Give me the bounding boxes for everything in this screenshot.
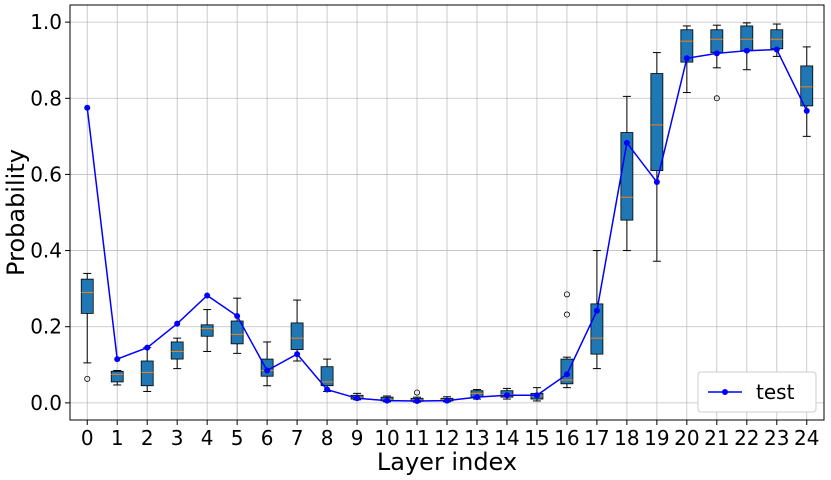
x-tick-label: 20 bbox=[674, 426, 699, 450]
box-layer-4 bbox=[200, 309, 214, 352]
y-tick-label: 0.8 bbox=[30, 86, 62, 110]
box-layer-7 bbox=[290, 299, 304, 362]
box-layer-18 bbox=[620, 95, 634, 252]
series-point bbox=[114, 356, 121, 363]
box-layer-20 bbox=[680, 25, 694, 94]
x-tick-label: 3 bbox=[171, 426, 184, 450]
x-axis-title: Layer index bbox=[377, 448, 517, 476]
box-body bbox=[650, 73, 664, 172]
x-tick-label: 6 bbox=[261, 426, 274, 450]
x-tick-label: 12 bbox=[434, 426, 459, 450]
x-tick-label: 14 bbox=[494, 426, 519, 450]
box-body bbox=[80, 278, 94, 314]
box-layer-5 bbox=[230, 297, 244, 354]
legend: test bbox=[697, 371, 817, 413]
legend-label-test: test bbox=[756, 380, 795, 404]
box-layer-0 bbox=[80, 272, 94, 382]
x-tick-label: 15 bbox=[524, 426, 549, 450]
series-point bbox=[683, 55, 690, 62]
box-layer-2 bbox=[140, 347, 154, 392]
series-point bbox=[653, 179, 660, 186]
series-point bbox=[84, 104, 91, 111]
series-point bbox=[743, 47, 750, 54]
x-axis-ticks: 0 1 2 3 4 5 6 7 8 9 10 11 12 13 14 15 16 17 18 19 20 21 22 23 24 bbox=[81, 420, 819, 450]
box-layer-19 bbox=[650, 52, 664, 262]
series-point bbox=[623, 139, 630, 146]
series-point bbox=[473, 394, 480, 401]
y-tick-label: 0.4 bbox=[30, 239, 62, 263]
x-tick-label: 18 bbox=[614, 426, 639, 450]
legend-marker bbox=[722, 389, 728, 395]
y-tick-label: 0.2 bbox=[30, 315, 62, 339]
box-body bbox=[800, 65, 814, 107]
x-tick-label: 19 bbox=[644, 426, 669, 450]
grid-lines bbox=[70, 5, 824, 420]
box-layer-24 bbox=[800, 46, 814, 137]
series-point bbox=[533, 392, 540, 399]
x-tick-label: 23 bbox=[764, 426, 789, 450]
y-tick-label: 0.0 bbox=[30, 391, 62, 415]
outlier-point bbox=[713, 95, 720, 102]
box-body bbox=[170, 341, 184, 360]
x-tick-label: 2 bbox=[141, 426, 154, 450]
series-point bbox=[144, 344, 151, 351]
x-tick-label: 4 bbox=[201, 426, 214, 450]
box-body bbox=[140, 360, 154, 387]
box-layer-21 bbox=[710, 24, 724, 102]
series-point bbox=[414, 397, 421, 404]
series-point bbox=[234, 313, 241, 320]
series-point bbox=[503, 392, 510, 399]
series-point bbox=[803, 107, 810, 114]
outlier-point bbox=[563, 291, 570, 298]
box-layer-1 bbox=[110, 370, 124, 386]
outlier-point bbox=[414, 389, 421, 396]
box-body bbox=[230, 320, 244, 345]
box-body bbox=[740, 25, 754, 52]
x-tick-label: 8 bbox=[321, 426, 334, 450]
series-point bbox=[324, 386, 331, 393]
outlier-point bbox=[84, 375, 91, 382]
series-point bbox=[354, 395, 361, 402]
x-tick-label: 0 bbox=[81, 426, 94, 450]
legend-box bbox=[697, 371, 817, 413]
x-tick-label: 13 bbox=[464, 426, 489, 450]
x-tick-label: 16 bbox=[554, 426, 579, 450]
box-body bbox=[110, 370, 124, 383]
series-point bbox=[384, 397, 391, 404]
series-point bbox=[294, 351, 301, 358]
x-tick-label: 10 bbox=[374, 426, 399, 450]
series-point bbox=[713, 50, 720, 57]
series-point bbox=[444, 397, 450, 404]
series-point bbox=[563, 371, 570, 378]
box-body bbox=[320, 366, 334, 387]
series-point bbox=[773, 46, 780, 53]
series-point bbox=[174, 320, 181, 327]
box-layer-22 bbox=[740, 22, 754, 71]
y-axis-ticks: 0.0 0.2 0.4 0.6 0.8 1.0 bbox=[30, 10, 70, 415]
series-point bbox=[593, 307, 600, 314]
y-axis-title: Probability bbox=[2, 149, 30, 276]
test-line-series bbox=[84, 46, 810, 404]
x-tick-label: 22 bbox=[734, 426, 759, 450]
x-tick-label: 7 bbox=[291, 426, 304, 450]
box-layer-3 bbox=[170, 337, 184, 370]
y-tick-label: 1.0 bbox=[30, 10, 62, 34]
x-tick-label: 17 bbox=[584, 426, 609, 450]
x-tick-label: 24 bbox=[794, 426, 819, 450]
x-tick-label: 11 bbox=[404, 426, 429, 450]
series-point bbox=[204, 292, 211, 299]
x-tick-label: 9 bbox=[351, 426, 364, 450]
series-point bbox=[264, 367, 271, 374]
x-tick-label: 21 bbox=[704, 426, 729, 450]
outlier-point bbox=[563, 311, 570, 318]
x-tick-label: 5 bbox=[231, 426, 244, 450]
x-tick-label: 1 bbox=[111, 426, 124, 450]
box-body bbox=[710, 29, 724, 53]
box-body bbox=[290, 322, 304, 350]
y-tick-label: 0.6 bbox=[30, 162, 62, 186]
box-body bbox=[680, 29, 694, 63]
box-body bbox=[200, 324, 214, 337]
